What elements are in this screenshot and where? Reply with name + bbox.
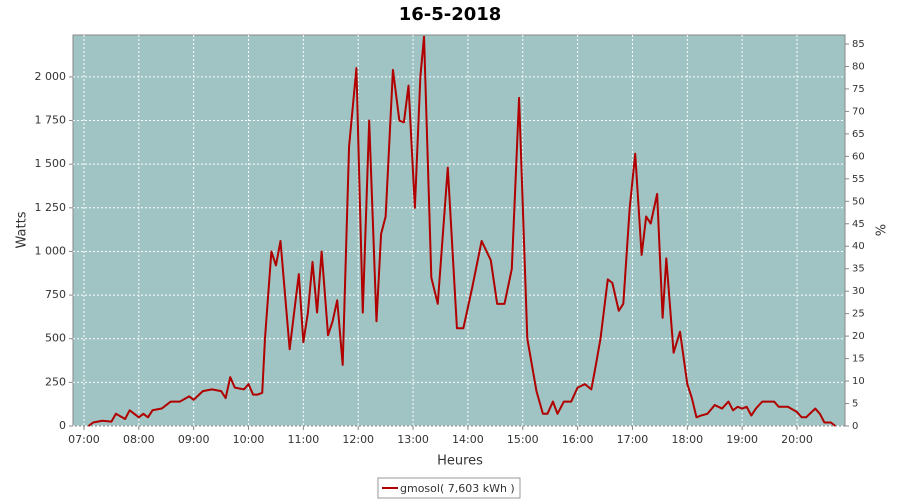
y2-tick-label: 55 <box>852 174 865 185</box>
y-tick-label: 1 250 <box>35 201 67 214</box>
y2-tick-label: 50 <box>852 196 865 207</box>
y-tick-label: 750 <box>45 288 66 301</box>
y2-axis-label: % <box>875 224 890 236</box>
y-tick-label: 1 750 <box>35 114 67 127</box>
x-tick-label: 13:00 <box>397 433 429 446</box>
x-tick-label: 11:00 <box>288 433 320 446</box>
plot-area <box>72 34 846 427</box>
x-tick-label: 07:00 <box>68 433 100 446</box>
y2-tick-label: 5 <box>852 399 858 410</box>
x-tick-label: 16:00 <box>562 433 594 446</box>
y2-tick-label: 25 <box>852 309 865 320</box>
y2-tick-label: 65 <box>852 129 865 140</box>
y-axis-label: Watts <box>15 211 30 248</box>
y2-tick-label: 20 <box>852 331 865 342</box>
x-tick-label: 09:00 <box>178 433 210 446</box>
x-tick-label: 17:00 <box>617 433 649 446</box>
y2-tick-label: 75 <box>852 84 865 95</box>
x-tick-label: 19:00 <box>726 433 758 446</box>
y-tick-label: 2 000 <box>35 70 67 83</box>
y-tick-label: 1 500 <box>35 157 67 170</box>
x-tick-label: 14:00 <box>452 433 484 446</box>
y2-tick-label: 15 <box>852 354 865 365</box>
x-axis-label: Heures <box>437 454 483 469</box>
y2-tick-label: 80 <box>852 61 865 72</box>
chart-title: 16-5-2018 <box>399 4 502 25</box>
data-line <box>87 35 837 427</box>
x-tick-label: 20:00 <box>781 433 813 446</box>
y2-tick-label: 30 <box>852 286 865 297</box>
y2-tick-label: 10 <box>852 376 865 387</box>
y2-tick-label: 85 <box>852 39 865 50</box>
x-tick-label: 12:00 <box>342 433 374 446</box>
y-tick-label: 1 000 <box>35 244 67 257</box>
y2-tick-label: 60 <box>852 151 865 162</box>
y-tick-label: 500 <box>45 332 66 345</box>
y2-tick-label: 70 <box>852 106 865 117</box>
y-tick-label: 250 <box>45 375 66 388</box>
x-tick-label: 10:00 <box>233 433 265 446</box>
x-tick-label: 15:00 <box>507 433 539 446</box>
y2-tick-label: 40 <box>852 241 865 252</box>
legend-box <box>377 477 521 499</box>
x-tick-label: 08:00 <box>123 433 155 446</box>
y2-tick-label: 45 <box>852 219 865 230</box>
legend-label: gmosol( 7,603 kWh ) <box>400 482 515 495</box>
x-tick-label: 18:00 <box>671 433 703 446</box>
y2-tick-label: 35 <box>852 264 865 275</box>
y2-tick-label: 0 <box>852 421 858 432</box>
y-tick-label: 0 <box>59 419 66 432</box>
